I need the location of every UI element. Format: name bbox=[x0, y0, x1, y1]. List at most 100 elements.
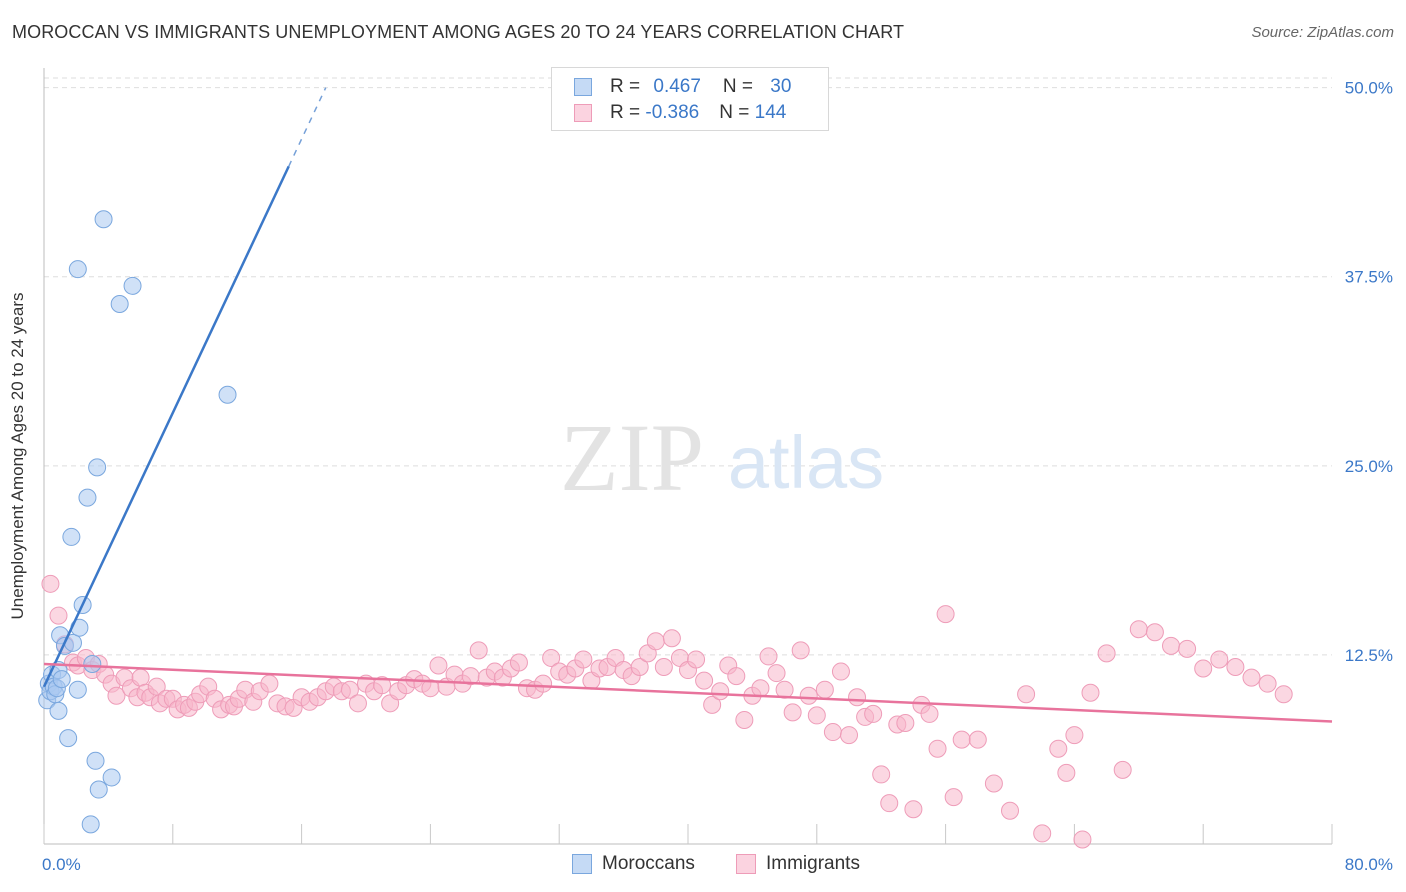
chart-title: MOROCCAN VS IMMIGRANTS UNEMPLOYMENT AMON… bbox=[12, 22, 905, 42]
immigrants-point bbox=[880, 794, 899, 813]
immigrants-point bbox=[799, 686, 818, 705]
moroccans-point bbox=[49, 701, 68, 720]
bottom-legend-swatch-moroccans bbox=[572, 854, 592, 874]
immigrants-point bbox=[1097, 644, 1116, 663]
watermark: ZIP atlas bbox=[560, 404, 884, 511]
immigrants-point bbox=[767, 664, 786, 683]
moroccans-point bbox=[68, 680, 87, 699]
y-tick-label: 37.5% bbox=[1345, 268, 1393, 287]
watermark-zip: ZIP bbox=[560, 404, 704, 511]
immigrants-point bbox=[872, 765, 891, 784]
immigrants-point bbox=[542, 648, 561, 667]
moroccans-point bbox=[89, 780, 108, 799]
tick-labels: 12.5% 25.0% 37.5% 50.0% 0.0% 80.0% bbox=[42, 79, 1393, 874]
immigrants-point bbox=[1073, 830, 1092, 849]
immigrants-point bbox=[1210, 650, 1229, 669]
immigrants-points bbox=[41, 574, 1293, 849]
immigrants-point bbox=[429, 656, 448, 675]
immigrants-point bbox=[348, 694, 367, 713]
moroccans-point bbox=[94, 210, 113, 229]
moroccans-point bbox=[83, 654, 102, 673]
immigrants-point bbox=[968, 730, 987, 749]
immigrants-point bbox=[936, 605, 955, 624]
immigrants-point bbox=[534, 674, 553, 693]
immigrants-point bbox=[49, 606, 68, 625]
immigrants-point bbox=[783, 703, 802, 722]
immigrants-point bbox=[107, 686, 126, 705]
immigrants-point bbox=[984, 774, 1003, 793]
moroccans-point bbox=[52, 670, 71, 689]
immigrants-point bbox=[1242, 668, 1261, 687]
immigrants-point bbox=[509, 653, 528, 672]
legend-n-label: N = bbox=[719, 102, 755, 123]
y-tick-label: 25.0% bbox=[1345, 457, 1393, 476]
immigrants-point bbox=[759, 647, 778, 666]
immigrants-point bbox=[1226, 658, 1245, 677]
immigrants-point bbox=[815, 680, 834, 699]
legend-r-value: -0.386 bbox=[645, 102, 700, 123]
chart-source: Source: ZipAtlas.com bbox=[1251, 24, 1394, 41]
immigrants-point bbox=[695, 671, 714, 690]
moroccans-trend-extension bbox=[288, 87, 327, 167]
moroccans-points bbox=[38, 210, 237, 834]
immigrants-point bbox=[654, 658, 673, 677]
moroccans-point bbox=[86, 751, 105, 770]
immigrants-point bbox=[823, 723, 842, 742]
immigrants-point bbox=[1065, 726, 1084, 745]
bottom-legend-label-immigrants: Immigrants bbox=[766, 853, 860, 874]
legend-r-value: 0.467 bbox=[653, 76, 701, 97]
immigrants-point bbox=[920, 704, 939, 723]
immigrants-point bbox=[1049, 739, 1068, 758]
legend-n-value: 144 bbox=[754, 102, 787, 123]
moroccans-point bbox=[110, 294, 129, 313]
immigrants-point bbox=[848, 688, 867, 707]
immigrants-point bbox=[944, 788, 963, 807]
immigrants-point bbox=[864, 704, 883, 723]
immigrants-point bbox=[687, 650, 706, 669]
immigrants-point bbox=[373, 676, 392, 695]
immigrants-point bbox=[1033, 824, 1052, 843]
bottom-legend-swatch-immigrants bbox=[736, 854, 756, 874]
x-tick-marks bbox=[43, 824, 1333, 844]
moroccans-point bbox=[62, 527, 81, 546]
legend-n-label: N = bbox=[722, 76, 759, 97]
grid-lines bbox=[44, 77, 1332, 656]
watermark-atlas: atlas bbox=[728, 421, 884, 504]
immigrants-point bbox=[1113, 760, 1132, 779]
immigrants-trend-line bbox=[43, 662, 1333, 723]
immigrants-point bbox=[41, 574, 60, 593]
legend-r-label: R = bbox=[610, 76, 646, 97]
immigrants-point bbox=[1178, 639, 1197, 658]
moroccans-point bbox=[59, 729, 78, 748]
immigrants-point bbox=[1258, 674, 1277, 693]
immigrants-point bbox=[703, 695, 722, 714]
legend-text-immigrants: R = -0.386 N = 144 bbox=[610, 102, 786, 124]
immigrants-point bbox=[260, 674, 279, 693]
moroccans-point bbox=[123, 276, 142, 295]
immigrants-point bbox=[1145, 623, 1164, 642]
moroccans-point bbox=[218, 385, 237, 404]
immigrants-point bbox=[1129, 620, 1148, 639]
moroccans-point bbox=[68, 260, 87, 279]
immigrants-point bbox=[646, 632, 665, 651]
immigrants-point bbox=[574, 650, 593, 669]
immigrants-point bbox=[904, 800, 923, 819]
immigrants-point bbox=[1001, 801, 1019, 820]
moroccans-trend-line bbox=[42, 165, 290, 688]
legend-swatch-moroccans bbox=[574, 78, 592, 96]
immigrants-point bbox=[1017, 685, 1036, 704]
moroccans-point bbox=[102, 768, 121, 787]
immigrants-point bbox=[630, 658, 649, 677]
immigrants-point bbox=[711, 682, 730, 701]
immigrants-point bbox=[807, 706, 826, 725]
immigrants-point bbox=[1057, 763, 1076, 782]
correlation-legend: R = 0.467 N = 30 R = -0.386 N = 144 bbox=[551, 67, 829, 131]
immigrants-point bbox=[131, 668, 150, 687]
immigrants-point bbox=[735, 710, 754, 729]
trend-lines bbox=[42, 87, 1333, 723]
immigrants-point bbox=[1274, 685, 1293, 704]
legend-r-label: R = bbox=[610, 102, 646, 123]
immigrants-point bbox=[952, 730, 971, 749]
moroccans-point bbox=[78, 488, 97, 507]
